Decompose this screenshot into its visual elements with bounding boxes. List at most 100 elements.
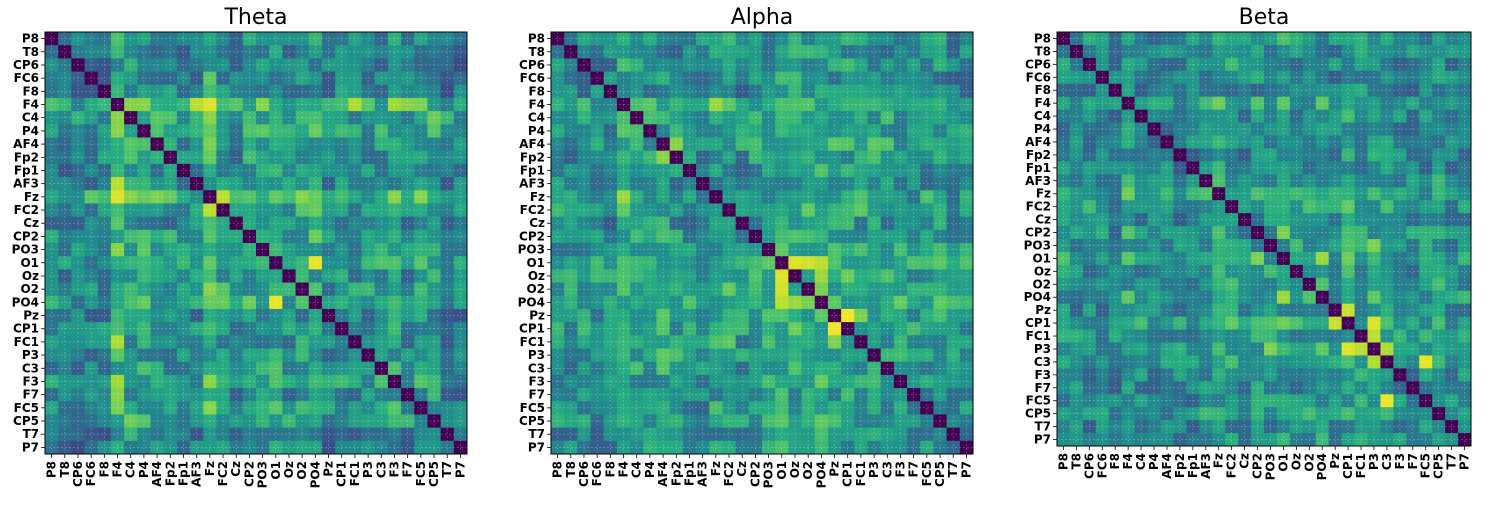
heatmap-cell	[1341, 213, 1355, 227]
heatmap-cell	[1354, 394, 1368, 408]
heatmap-cell	[256, 388, 270, 402]
heatmap-cell	[616, 111, 631, 125]
heatmap-cell	[374, 229, 389, 244]
heatmap-cell	[1367, 70, 1381, 85]
heatmap-cell	[1186, 251, 1200, 266]
heatmap-cell	[1419, 57, 1433, 72]
heatmap-cell	[1199, 407, 1213, 421]
heatmap-cell	[1134, 420, 1148, 434]
heatmap-cell	[762, 374, 776, 389]
heatmap-cell	[1367, 122, 1381, 136]
heatmap-cell	[110, 388, 125, 402]
heatmap-cell	[150, 84, 165, 99]
heatmap-cell	[1147, 122, 1161, 136]
heatmap-cell	[959, 282, 974, 297]
heatmap-cell	[682, 361, 697, 376]
heatmap-cell	[401, 348, 415, 363]
heatmap-cell	[203, 322, 217, 336]
heatmap-cell	[453, 348, 468, 363]
heatmap-cell	[1199, 57, 1213, 72]
heatmap-cell	[603, 414, 618, 429]
heatmap-cell	[440, 111, 455, 125]
heatmap-cell	[907, 137, 921, 152]
heatmap-cell	[1057, 277, 1071, 292]
heatmap-cell	[216, 229, 231, 244]
heatmap-cell	[933, 243, 948, 257]
heatmap-cell	[748, 256, 763, 270]
heatmap-cell	[1315, 109, 1330, 123]
heatmap-cell	[775, 243, 789, 257]
heatmap-cell	[722, 177, 737, 191]
heatmap-cell	[124, 97, 138, 112]
heatmap-cell	[256, 177, 270, 191]
heatmap-cell	[1082, 368, 1097, 382]
heatmap-cell	[414, 322, 428, 336]
heatmap-cell	[216, 32, 231, 46]
heatmap-cell	[453, 335, 468, 349]
heatmap-cell	[959, 335, 974, 349]
heatmap-cell	[256, 163, 270, 178]
heatmap-cell	[176, 335, 191, 349]
heatmap-cell	[748, 177, 763, 191]
heatmap-cell	[1173, 277, 1187, 292]
heatmap-cell	[1458, 303, 1472, 318]
heatmap-cell	[788, 243, 802, 257]
heatmap-cell	[907, 440, 921, 455]
heatmap-cell	[1367, 394, 1381, 408]
heatmap-cell	[1432, 329, 1446, 343]
heatmap-cell	[335, 374, 349, 389]
heatmap-cell	[295, 111, 310, 125]
heatmap-cell	[176, 440, 191, 455]
heatmap-cell	[440, 361, 455, 376]
heatmap-cell	[71, 256, 85, 270]
heatmap-cell	[551, 150, 565, 165]
heatmap-cell	[1289, 239, 1304, 253]
heatmap-cell	[1147, 187, 1161, 201]
x-tick-label: C3	[880, 461, 894, 478]
heatmap-cell	[1173, 407, 1187, 421]
heatmap-cell	[203, 414, 217, 429]
heatmap-cell	[841, 203, 855, 218]
heatmap-cell	[414, 163, 428, 178]
heatmap-cell	[1108, 109, 1123, 123]
heatmap-cell	[71, 295, 85, 310]
heatmap-cell	[1212, 187, 1226, 201]
heatmap-cell	[97, 203, 112, 218]
heatmap-cell	[269, 335, 283, 349]
heatmap-cell	[762, 348, 776, 363]
heatmap-cell	[1134, 161, 1148, 175]
heatmap-cell	[295, 124, 310, 138]
heatmap-cell	[1186, 303, 1200, 318]
heatmap-cell	[880, 163, 895, 178]
heatmap-cell	[656, 427, 671, 442]
heatmap-cell	[1057, 394, 1071, 408]
heatmap-cell	[1328, 303, 1343, 318]
heatmap-cell	[630, 374, 644, 389]
heatmap-cell	[1108, 264, 1123, 279]
heatmap-cell	[551, 427, 565, 442]
heatmap-cell	[722, 348, 737, 363]
heatmap-cell	[590, 124, 605, 138]
heatmap-cell	[58, 256, 72, 270]
heatmap-cell	[1225, 96, 1239, 111]
heatmap-cell	[907, 335, 921, 349]
y-tick-labels: P8T8CP6FC6F8F4C4P4AF4Fp2Fp1AF3FzFC2CzCP2…	[518, 32, 551, 454]
x-tick-label: P4	[643, 461, 657, 478]
heatmap-cell	[1289, 44, 1304, 59]
heatmap-cell	[762, 388, 776, 402]
heatmap-cell	[590, 229, 605, 244]
y-tick-label: Cz	[1035, 213, 1051, 227]
heatmap-cell	[1160, 368, 1174, 382]
heatmap-cell	[1393, 342, 1407, 356]
heatmap-cell	[453, 45, 468, 59]
heatmap-cell	[1380, 226, 1394, 240]
heatmap-cell	[762, 124, 776, 138]
heatmap-cell	[1315, 83, 1330, 98]
heatmap-cell	[1341, 32, 1355, 46]
heatmap-cell	[696, 137, 710, 152]
heatmap-cell	[256, 203, 270, 218]
heatmap-cell	[295, 282, 310, 297]
heatmap-cell	[696, 111, 710, 125]
heatmap-cell	[321, 322, 336, 336]
heatmap-cell	[616, 32, 631, 46]
